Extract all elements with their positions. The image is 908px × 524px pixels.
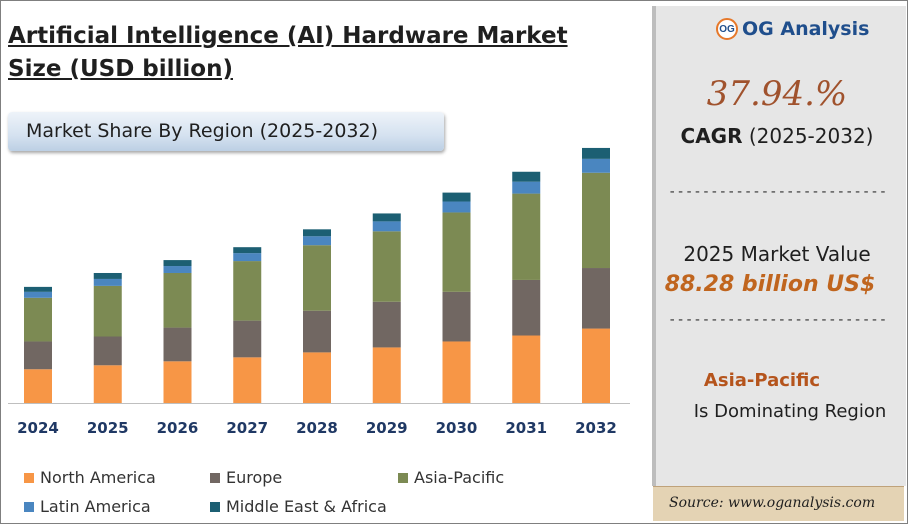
bar-segment-2027-north-america xyxy=(233,357,262,403)
dominating-region-text: Is Dominating Region xyxy=(693,401,887,422)
dominating-region-name: Asia-Pacific xyxy=(703,370,821,391)
legend-swatch xyxy=(24,472,34,483)
legend-swatch xyxy=(210,501,220,512)
x-tick-label: 2025 xyxy=(87,419,129,437)
bar-segment-2030-middle-east-africa xyxy=(442,192,471,202)
legend-swatch xyxy=(210,472,220,483)
legend-item: Europe xyxy=(210,468,282,487)
bar-segment-2031-europe xyxy=(512,279,541,336)
x-tick-label: 2031 xyxy=(505,419,547,437)
bar-chart: 2024 2025 2026 2027 2028 2029 2030 2031 2032 xyxy=(8,147,630,437)
subtitle-banner: Market Share By Region (2025-2032) xyxy=(8,112,444,151)
legend-item: Middle East & Africa xyxy=(210,497,387,516)
bar-segment-2026-middle-east-africa xyxy=(163,260,192,267)
bar-segment-2028-north-america xyxy=(303,352,331,403)
bar-segment-2032-asia-pacific xyxy=(582,172,610,269)
bar-segment-2024-middle-east-africa xyxy=(24,286,52,292)
bar-segment-2024-north-america xyxy=(24,369,52,403)
bar-segment-2030-europe xyxy=(442,291,471,342)
bar-segment-2027-europe xyxy=(233,320,262,358)
divider-top: ------------------------------- xyxy=(668,184,888,200)
bar-segment-2032-middle-east-africa xyxy=(582,147,610,159)
bar-segment-2024-asia-pacific xyxy=(24,297,52,342)
legend-label: Europe xyxy=(226,468,283,487)
og-analysis-logo: OG OG Analysis xyxy=(716,18,869,40)
market-value-label: 2025 Market Value xyxy=(683,242,871,266)
bar-segment-2032-latin-america xyxy=(582,158,610,173)
x-tick-label: 2026 xyxy=(157,419,199,437)
bar-segment-2030-asia-pacific xyxy=(442,212,471,292)
bar-segment-2026-europe xyxy=(163,327,192,362)
bar-segment-2025-asia-pacific xyxy=(93,285,122,337)
cagr-value: 37.94.% xyxy=(706,74,848,114)
source-text: Source: www.oganalysis.com xyxy=(669,495,876,511)
logo-text: OG Analysis xyxy=(742,18,870,40)
bar-segment-2030-north-america xyxy=(442,341,471,403)
bar-segment-2026-latin-america xyxy=(163,266,192,273)
market-value: 88.28 billion US$ xyxy=(664,272,876,297)
legend-item: Asia-Pacific xyxy=(398,468,504,487)
bar-segment-2029-north-america xyxy=(372,347,401,403)
bar-segment-2025-europe xyxy=(93,336,122,366)
legend-swatch xyxy=(24,501,34,512)
x-tick-label: 2029 xyxy=(366,419,408,437)
legend-label: Middle East & Africa xyxy=(226,497,387,516)
bar-segment-2030-latin-america xyxy=(442,201,471,213)
bar-segment-2024-latin-america xyxy=(24,291,52,298)
legend-item: North America xyxy=(24,468,156,487)
x-tick-label: 2027 xyxy=(226,419,268,437)
x-tick-label: 2030 xyxy=(436,419,478,437)
bar-segment-2031-asia-pacific xyxy=(512,193,541,280)
bar-segment-2032-europe xyxy=(582,268,610,329)
bar-segment-2031-latin-america xyxy=(512,181,541,194)
bar-segment-2028-latin-america xyxy=(303,236,331,246)
bar-segment-2028-middle-east-africa xyxy=(303,229,331,237)
og-logo-icon: OG xyxy=(716,18,738,40)
x-tick-label: 2032 xyxy=(575,419,617,437)
bar-segment-2029-asia-pacific xyxy=(372,231,401,302)
source-bar: Source: www.oganalysis.com xyxy=(653,486,904,521)
bar-segment-2025-latin-america xyxy=(93,278,122,286)
bar-segment-2031-north-america xyxy=(512,335,541,403)
bar-segment-2028-asia-pacific xyxy=(303,245,331,311)
bar-segment-2029-latin-america xyxy=(372,221,401,232)
legend-item: Latin America xyxy=(24,497,151,516)
bar-segment-2025-middle-east-africa xyxy=(93,272,122,279)
legend-label: Asia-Pacific xyxy=(414,468,505,487)
bar-segment-2028-europe xyxy=(303,310,331,353)
bar-segment-2026-asia-pacific xyxy=(163,272,192,328)
bar-segment-2027-latin-america xyxy=(233,253,262,262)
chart-title: Artificial Intelligence (AI) Hardware Ma… xyxy=(8,23,568,82)
bar-segment-2029-europe xyxy=(372,301,401,348)
bar-segment-2027-asia-pacific xyxy=(233,261,262,321)
bar-segment-2026-north-america xyxy=(163,361,192,403)
legend-label: Latin America xyxy=(40,497,151,516)
legend-label: North America xyxy=(40,468,156,487)
chart-subtitle: Market Share By Region (2025-2032) xyxy=(26,120,379,142)
legend-swatch xyxy=(398,472,408,483)
bar-segment-2032-north-america xyxy=(582,328,610,403)
bar-segment-2029-middle-east-africa xyxy=(372,213,401,222)
bar-segment-2025-north-america xyxy=(93,365,122,403)
summary-panel xyxy=(652,6,906,486)
x-tick-label: 2028 xyxy=(296,419,338,437)
x-tick-label: 2024 xyxy=(17,419,59,437)
bar-segment-2031-middle-east-africa xyxy=(512,171,541,182)
cagr-label: CAGR (2025-2032) xyxy=(680,124,874,148)
bar-segment-2024-europe xyxy=(24,341,52,370)
divider-bottom: ------------------------------- xyxy=(668,312,888,328)
bar-segment-2027-middle-east-africa xyxy=(233,247,262,254)
